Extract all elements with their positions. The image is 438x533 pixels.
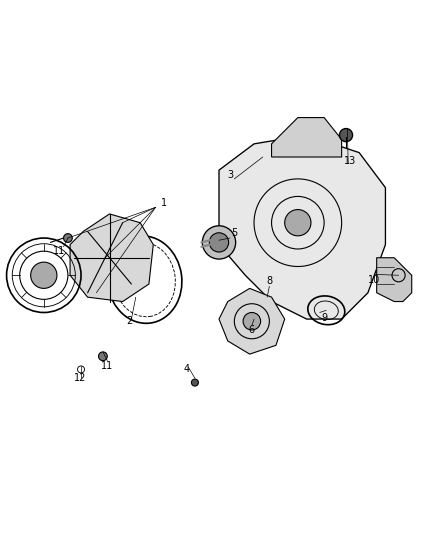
Circle shape (99, 352, 107, 361)
Polygon shape (272, 118, 342, 157)
Circle shape (31, 262, 57, 288)
Text: 13: 13 (344, 156, 357, 166)
Circle shape (339, 128, 353, 142)
Text: 1: 1 (161, 198, 167, 208)
Circle shape (285, 209, 311, 236)
Polygon shape (377, 258, 412, 302)
Text: 4: 4 (183, 365, 189, 374)
Text: 12: 12 (74, 373, 86, 383)
Circle shape (243, 312, 261, 330)
Circle shape (191, 379, 198, 386)
Text: 11: 11 (53, 246, 65, 256)
Polygon shape (70, 214, 153, 302)
Text: 10: 10 (368, 274, 381, 285)
Text: 5: 5 (231, 228, 237, 238)
Polygon shape (219, 135, 385, 319)
Circle shape (64, 233, 72, 243)
Circle shape (209, 233, 229, 252)
Polygon shape (219, 288, 285, 354)
Text: 11: 11 (101, 361, 113, 372)
Text: 3: 3 (227, 169, 233, 180)
Text: 8: 8 (266, 276, 272, 286)
Text: 6: 6 (249, 325, 255, 335)
Text: 2: 2 (126, 316, 132, 326)
Text: 9: 9 (321, 313, 327, 323)
Circle shape (202, 226, 236, 259)
